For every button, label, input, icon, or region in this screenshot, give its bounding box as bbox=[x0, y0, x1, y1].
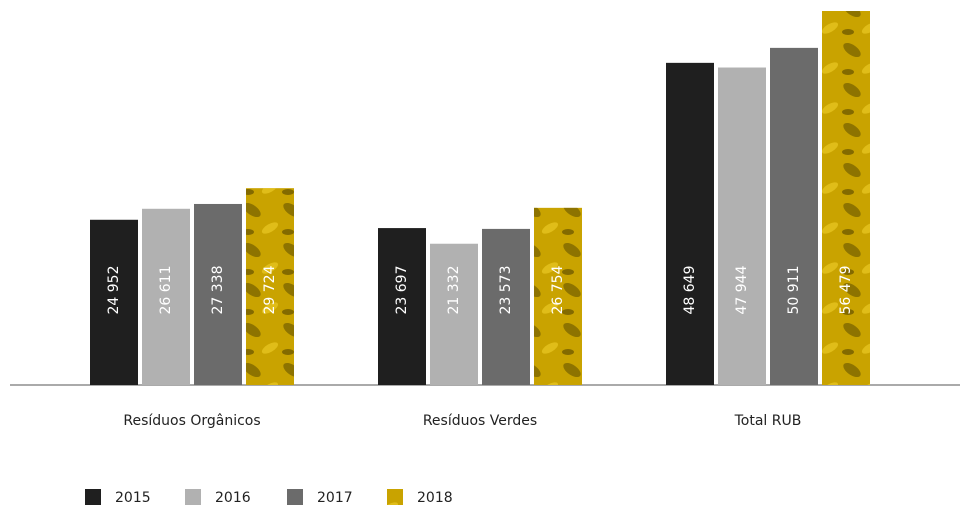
bar-texture bbox=[822, 11, 870, 385]
bar bbox=[90, 219, 138, 385]
value-label: 23 573 bbox=[498, 266, 514, 315]
bar bbox=[378, 228, 426, 385]
value-label: 26 754 bbox=[550, 265, 566, 314]
bar bbox=[430, 243, 478, 385]
value-label: 27 338 bbox=[210, 266, 226, 315]
value-label: 24 952 bbox=[106, 266, 122, 315]
x-tick-label: Resíduos Verdes bbox=[423, 413, 537, 429]
value-label: 23 697 bbox=[394, 266, 410, 315]
legend-label: 2016 bbox=[215, 490, 251, 506]
value-label: 47 944 bbox=[734, 265, 750, 314]
legend-swatch-texture bbox=[387, 489, 403, 505]
bar bbox=[770, 47, 818, 385]
legend-swatch bbox=[185, 489, 201, 505]
bar bbox=[142, 208, 190, 385]
bar-texture bbox=[246, 188, 294, 385]
bar bbox=[718, 67, 766, 385]
bar bbox=[482, 228, 530, 385]
legend-swatch bbox=[85, 489, 101, 505]
value-label: 48 649 bbox=[682, 266, 698, 315]
x-tick-label: Total RUB bbox=[734, 413, 802, 429]
value-label: 50 911 bbox=[786, 266, 802, 315]
bar bbox=[666, 62, 714, 386]
legend-label: 2018 bbox=[417, 490, 453, 506]
bar bbox=[194, 203, 242, 385]
value-label: 56 479 bbox=[838, 266, 854, 315]
bar-texture bbox=[534, 207, 582, 385]
legend-label: 2015 bbox=[115, 490, 151, 506]
x-tick-label: Resíduos Orgânicos bbox=[123, 413, 260, 429]
value-label: 21 332 bbox=[446, 266, 462, 315]
value-label: 29 724 bbox=[262, 265, 278, 314]
value-label: 26 611 bbox=[158, 266, 174, 315]
legend-swatch bbox=[287, 489, 303, 505]
legend-label: 2017 bbox=[317, 490, 353, 506]
